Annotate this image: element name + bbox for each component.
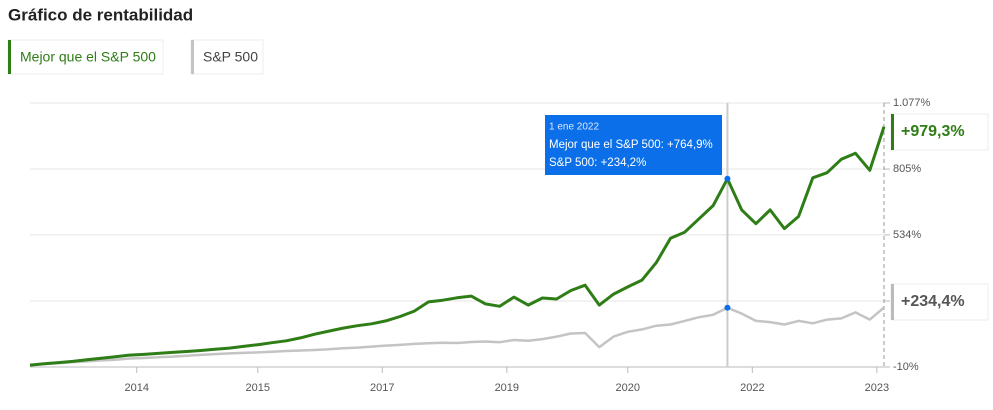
- series-line: [29, 306, 885, 367]
- tooltip-line: S&P 500: +234,2%: [549, 157, 646, 169]
- x-tick-label: 2020: [616, 382, 640, 394]
- hover-dot: [724, 175, 731, 182]
- y-tick-label: 1.077%: [893, 97, 931, 109]
- y-tick-label: 534%: [893, 229, 921, 241]
- x-tick-label: 2019: [495, 382, 519, 394]
- x-tick-label: 2022: [740, 382, 764, 394]
- end-label: +979,3%: [901, 123, 965, 140]
- chart-title: Gráfico de rentabilidad: [8, 5, 193, 24]
- end-label: +234,4%: [901, 293, 965, 310]
- x-tick-label: 2023: [865, 382, 889, 394]
- end-label-bar: [891, 284, 894, 320]
- hover-dot: [724, 304, 731, 311]
- series-line: [29, 126, 886, 367]
- legend-swatch: [191, 40, 194, 74]
- tooltip-line: Mejor que el S&P 500: +764,9%: [549, 139, 713, 151]
- legend-button[interactable]: [190, 39, 264, 75]
- legend-label: Mejor que el S&P 500: [20, 49, 156, 65]
- x-tick-label: 2015: [245, 382, 269, 394]
- legend-swatch: [8, 40, 11, 74]
- legend-button[interactable]: [7, 39, 164, 75]
- y-tick-label: 805%: [893, 163, 921, 175]
- end-label-bar: [891, 114, 894, 150]
- end-label-box: [890, 113, 989, 151]
- legend-label: S&P 500: [203, 49, 258, 65]
- x-tick-label: 2014: [125, 382, 149, 394]
- tooltip-box: [545, 115, 722, 175]
- tooltip-date: 1 ene 2022: [549, 122, 599, 133]
- y-tick-label: -10%: [893, 361, 919, 373]
- x-tick-label: 2017: [370, 382, 394, 394]
